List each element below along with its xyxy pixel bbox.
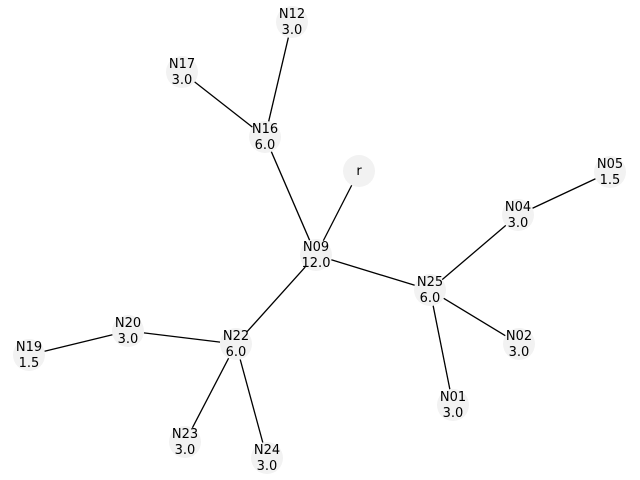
edge-N22-N23 (191, 357, 230, 429)
node-label: N12 (279, 7, 305, 22)
edge-N22-N20 (143, 332, 221, 343)
node-circle (414, 274, 446, 306)
node-label: N09 (303, 240, 329, 255)
node-circle (437, 389, 469, 421)
node-value: 3.0 (257, 459, 278, 474)
node-label: N17 (169, 57, 195, 72)
node-value: 6.0 (255, 138, 276, 153)
node-label: N01 (440, 390, 466, 405)
edge-N09-N16 (270, 151, 311, 241)
node-circle (594, 156, 626, 188)
edge-N16-N12 (268, 37, 289, 122)
node-value: 3.0 (118, 332, 139, 347)
node-value: 1.5 (19, 356, 40, 371)
edges-layer (44, 37, 596, 443)
edge-r-N09 (322, 184, 353, 242)
node-label: N04 (505, 200, 531, 215)
node-circle (343, 155, 375, 187)
edge-N25-N02 (443, 297, 506, 337)
node-value: 1.5 (600, 173, 621, 188)
node-circle (276, 6, 308, 38)
node-label: N22 (223, 329, 249, 344)
node-label: N19 (16, 340, 42, 355)
node-label: N02 (506, 329, 532, 344)
node-r: r (343, 155, 375, 187)
nodes-layer: rN0912.0N166.0N123.0N173.0N256.0N043.0N0… (13, 6, 626, 474)
node-circle (112, 315, 144, 347)
node-value: 3.0 (508, 216, 529, 231)
node-value: 6.0 (226, 345, 247, 360)
edge-N04-N05 (532, 178, 596, 209)
node-label: N25 (417, 275, 443, 290)
edge-N22-N24 (239, 359, 264, 443)
edge-N20-N19 (44, 334, 113, 352)
node-circle (169, 426, 201, 458)
node-circle (166, 56, 198, 88)
edge-N25-N01 (432, 305, 451, 390)
node-value: 12.0 (302, 256, 331, 271)
node-circle (220, 328, 252, 360)
node-circle (300, 239, 332, 271)
node-value: 3.0 (509, 345, 530, 360)
node-value: 6.0 (420, 291, 441, 306)
edge-N09-N25 (331, 259, 415, 286)
node-value: 3.0 (172, 73, 193, 88)
node-label: N20 (115, 316, 141, 331)
node-label: N24 (254, 443, 280, 458)
edge-N09-N22 (246, 266, 306, 333)
node-value: 3.0 (443, 406, 464, 421)
node-label: N16 (252, 122, 278, 137)
node-circle (502, 199, 534, 231)
edge-N16-N17 (194, 81, 253, 128)
node-label: r (356, 164, 362, 179)
node-circle (249, 121, 281, 153)
node-circle (13, 339, 45, 371)
node-label: N05 (597, 157, 623, 172)
node-value: 3.0 (175, 443, 196, 458)
edge-N25-N04 (441, 224, 507, 281)
node-value: 3.0 (282, 23, 303, 38)
node-label: N23 (172, 427, 198, 442)
node-circle (251, 442, 283, 474)
node-circle (503, 328, 535, 360)
